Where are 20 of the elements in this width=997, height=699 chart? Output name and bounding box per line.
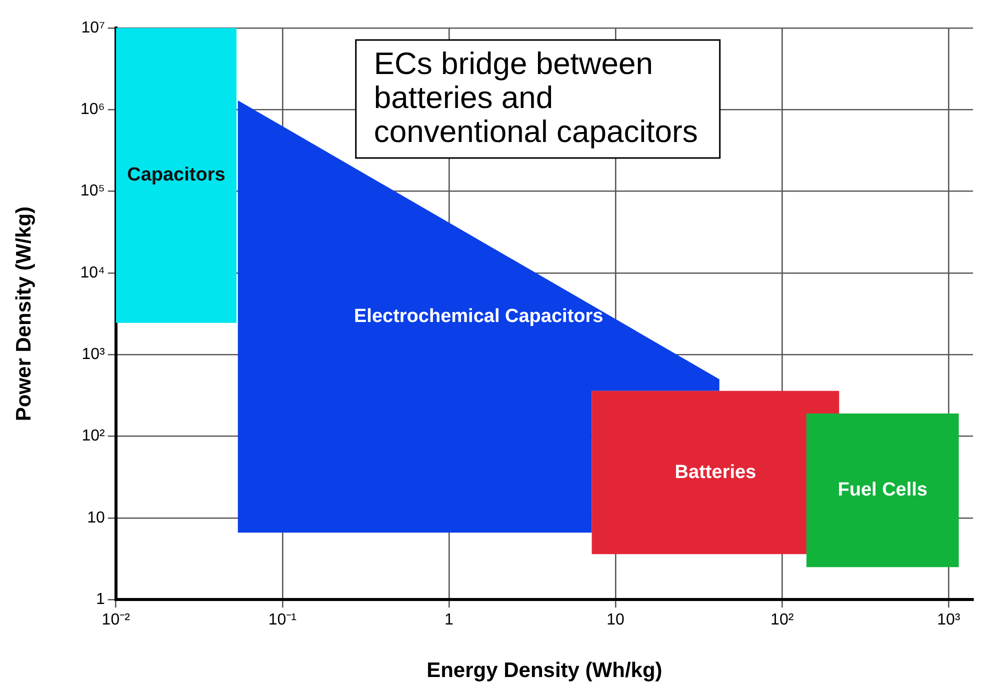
annotation: ECs bridge between batteries and conventional capacitors — [374, 46, 698, 150]
x-tick-label: 10 — [606, 612, 625, 629]
y-tick-label: 10 — [87, 509, 105, 526]
y-tick-label: 10³ — [82, 346, 106, 364]
y-tick-label: 10⁶ — [80, 101, 105, 118]
y-tick-label: 10⁵ — [80, 182, 105, 200]
y-axis-title: Power Density (W/kg) — [12, 206, 36, 422]
series-label: Electrochemical Capacitors — [354, 306, 604, 327]
x-tick-label: 10⁻¹ — [268, 612, 296, 629]
y-tick-label: 1 — [96, 591, 105, 608]
series-label: Capacitors — [127, 164, 226, 186]
y-tick-label: 10⁷ — [81, 19, 106, 36]
x-tick-label: 10⁻² — [102, 612, 131, 629]
y-tick-label: 10⁴ — [80, 264, 105, 282]
x-tick-label: 1 — [444, 612, 454, 629]
y-tick-label: 10² — [82, 428, 106, 445]
x-tick-label: 10² — [770, 612, 794, 629]
x-tick-label: 10³ — [937, 612, 961, 629]
series-label: Fuel Cells — [838, 480, 928, 501]
x-axis-title: Energy Density (Wh/kg) — [426, 659, 662, 682]
